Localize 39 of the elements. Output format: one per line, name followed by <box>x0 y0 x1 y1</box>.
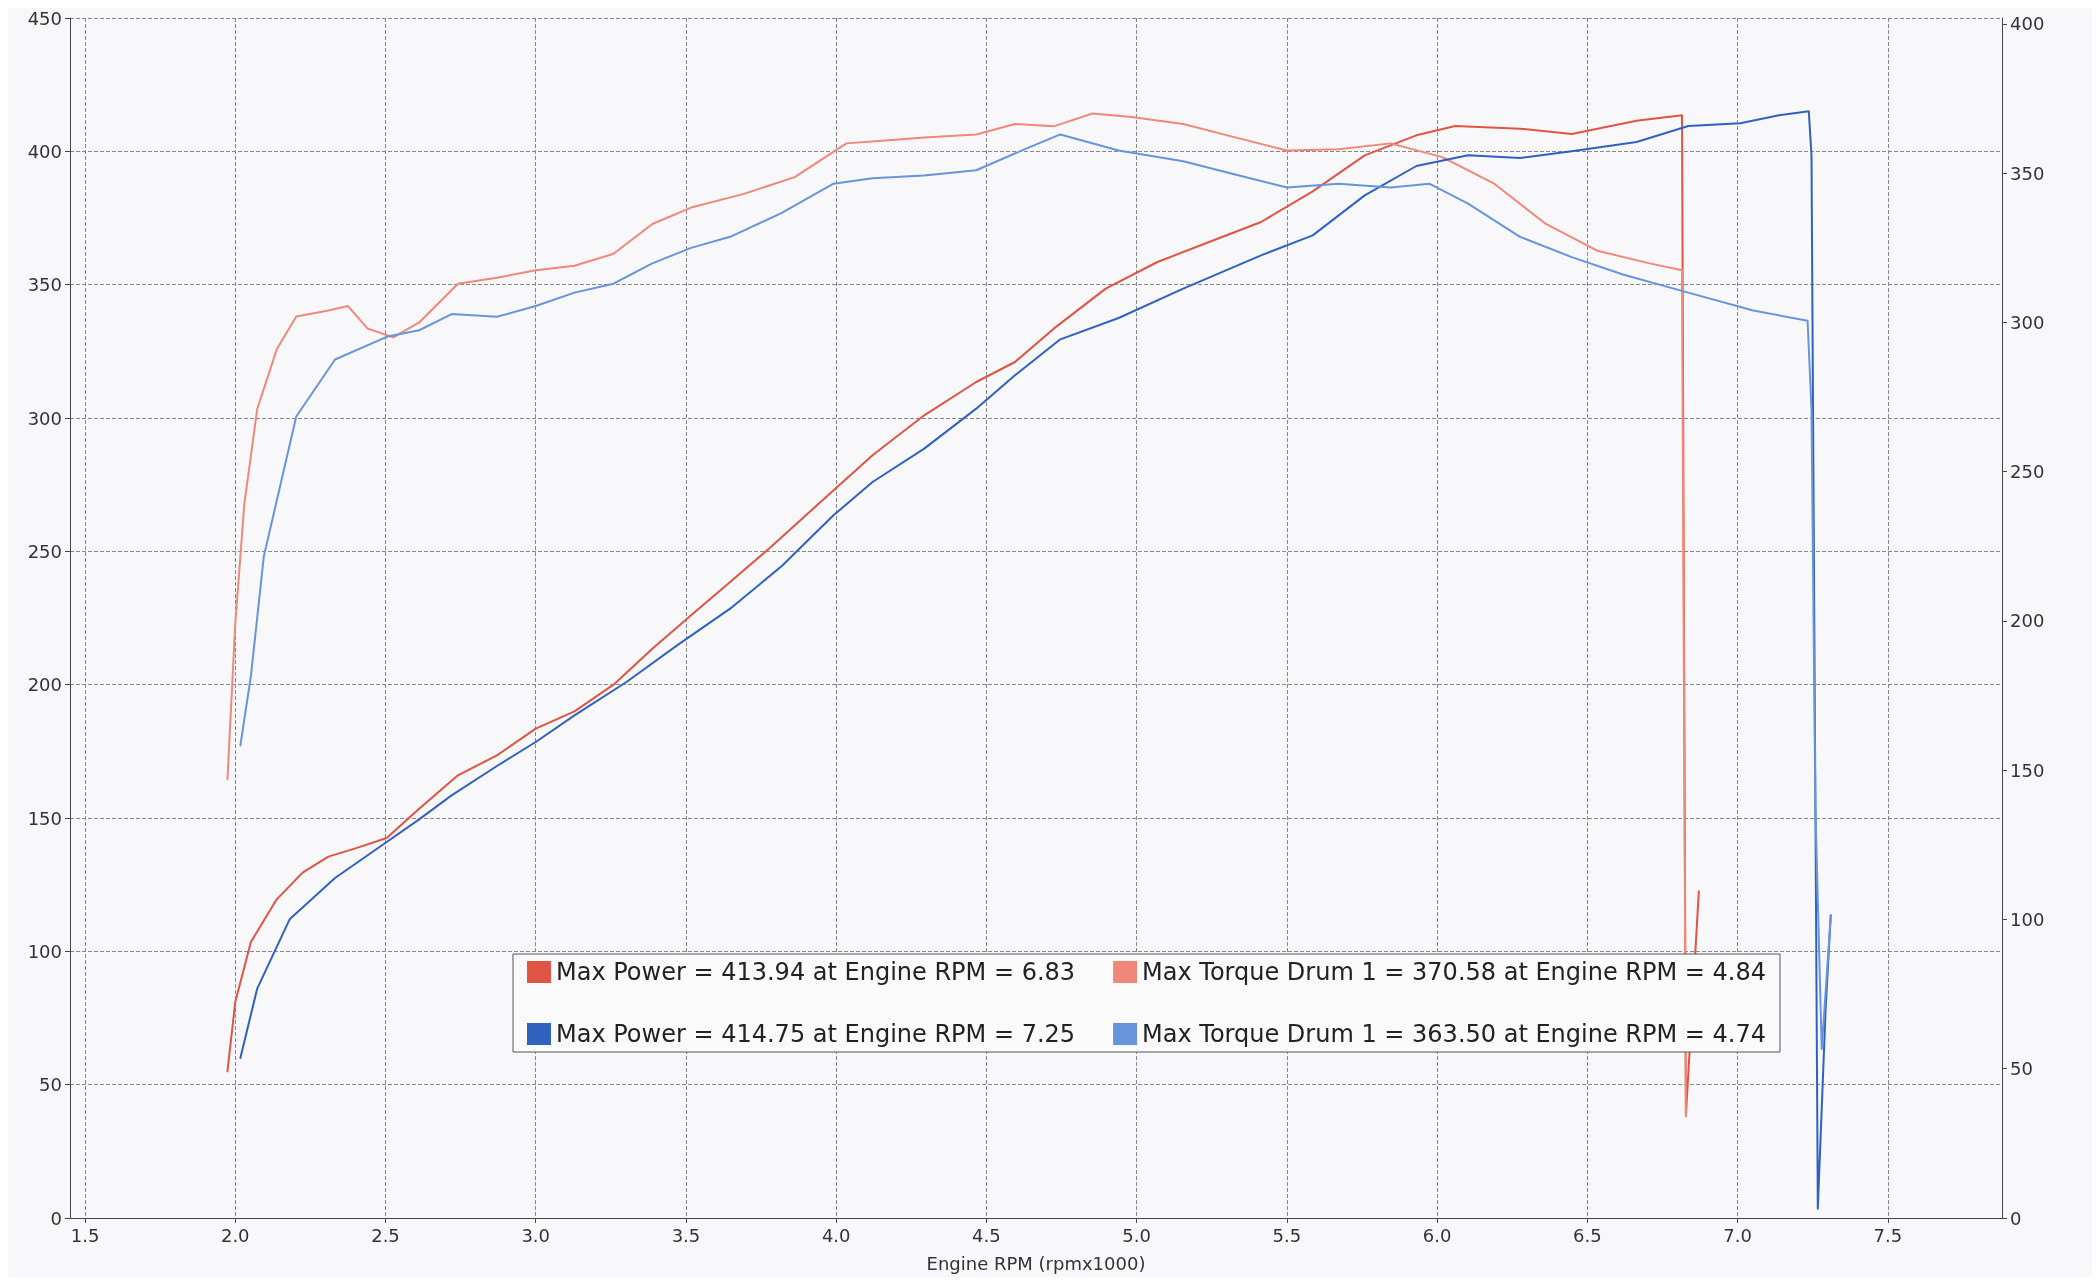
y-tick-label: 200 <box>27 674 62 696</box>
y-tick-label: 350 <box>27 274 62 296</box>
y2-tick-label: 250 <box>2010 461 2045 483</box>
y-tick-label: 0 <box>50 1207 62 1229</box>
x-tick-label: 6.5 <box>1573 1224 1602 1246</box>
x-tick-label: 3.0 <box>521 1224 551 1246</box>
y-tick-label: 150 <box>27 807 62 829</box>
legend-label: Max Torque Drum 1 = 363.50 at Engine RPM = 4.74 <box>1142 1020 1766 1048</box>
x-tick-label: 7.0 <box>1723 1224 1752 1246</box>
y2-tick-label: 400 <box>2010 13 2045 35</box>
line-series <box>239 110 1832 1210</box>
y2-tick-label: 0 <box>2010 1207 2022 1229</box>
x-tick-label: 5.0 <box>1122 1224 1151 1246</box>
x-tick-label: 7.5 <box>1873 1224 1903 1246</box>
x-tick-label: 4.0 <box>821 1224 851 1246</box>
y2-tick-label: 50 <box>2010 1058 2033 1080</box>
x-tick-label: 5.5 <box>1272 1224 1302 1246</box>
legend-label: Max Power = 413.94 at Engine RPM = 6.83 <box>556 958 1076 986</box>
y-tick-label: 300 <box>27 407 62 429</box>
x-axis-title: Engine RPM (rpmx1000) <box>926 1252 1146 1274</box>
legend-label: Max Torque Drum 1 = 370.58 at Engine RPM = 4.84 <box>1142 958 1766 986</box>
y-tick-label: 250 <box>27 540 62 562</box>
y2-tick-label: 150 <box>2010 759 2045 781</box>
y-tick-label: 450 <box>27 7 62 29</box>
y2-tick-label: 300 <box>2010 311 2045 333</box>
x-tick-label: 4.5 <box>972 1224 1001 1246</box>
x-tick-label: 1.5 <box>70 1224 100 1246</box>
y-tick-label: 400 <box>27 140 62 162</box>
y-tick-label: 100 <box>27 940 62 962</box>
y2-tick-label: 100 <box>2010 908 2045 930</box>
x-tick-label: 6.0 <box>1422 1224 1452 1246</box>
y2-tick-label: 350 <box>2010 162 2045 184</box>
x-tick-label: 2.5 <box>371 1224 400 1246</box>
y-tick-label: 50 <box>39 1074 62 1096</box>
legend-label: Max Power = 414.75 at Engine RPM = 7.25 <box>556 1020 1076 1048</box>
x-tick-label: 3.5 <box>671 1224 701 1246</box>
line-series <box>239 133 1832 1051</box>
x-tick-label: 2.0 <box>220 1224 250 1246</box>
y2-tick-label: 200 <box>2010 610 2045 632</box>
